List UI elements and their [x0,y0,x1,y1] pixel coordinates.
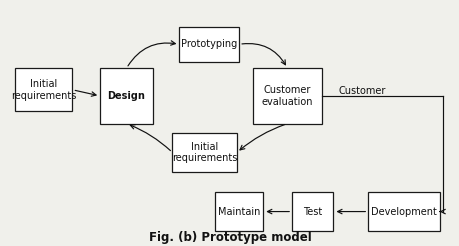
Text: Initial
requirements: Initial requirements [172,142,237,163]
FancyBboxPatch shape [179,27,239,62]
FancyBboxPatch shape [368,192,439,231]
Text: Initial
requirements: Initial requirements [11,79,76,101]
FancyBboxPatch shape [252,68,321,123]
Text: Customer
evaluation: Customer evaluation [261,85,313,107]
FancyBboxPatch shape [172,133,236,172]
Text: Design: Design [107,91,145,101]
FancyBboxPatch shape [291,192,333,231]
Text: Maintain: Maintain [218,207,260,216]
Text: Development: Development [370,207,436,216]
FancyBboxPatch shape [100,68,153,123]
Text: Test: Test [302,207,322,216]
Text: Prototyping: Prototyping [181,39,237,49]
FancyBboxPatch shape [215,192,263,231]
Text: Fig. (b) Prototype model: Fig. (b) Prototype model [148,231,311,244]
Text: Customer: Customer [337,86,385,96]
FancyBboxPatch shape [15,68,73,111]
